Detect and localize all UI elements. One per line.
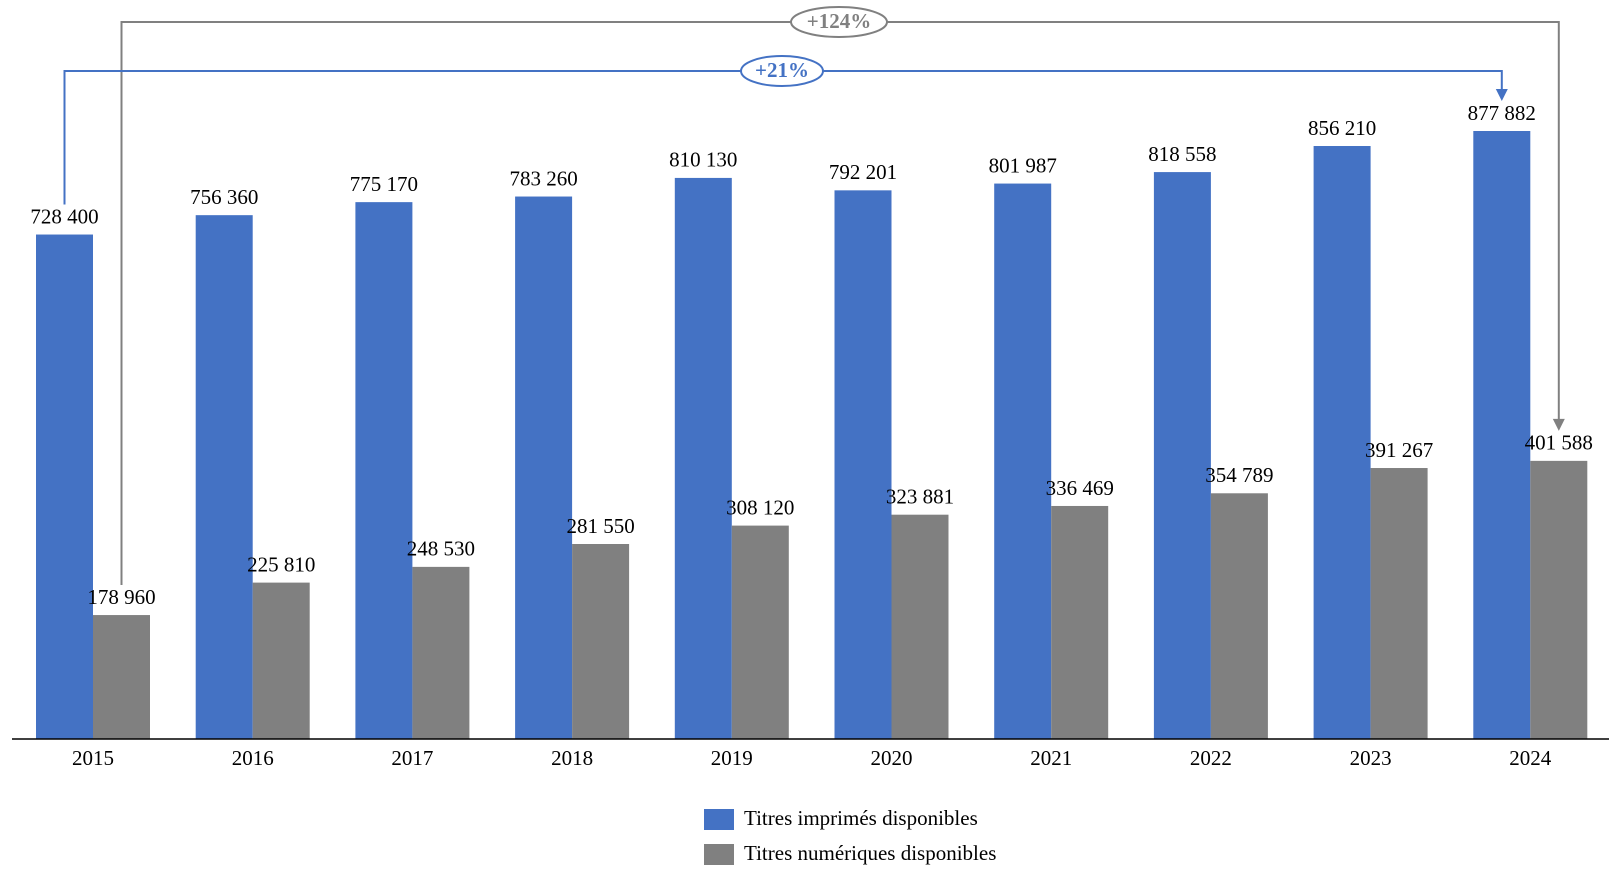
bar <box>1313 146 1371 739</box>
bar <box>412 566 470 739</box>
legend-label: Titres numériques disponibles <box>744 841 996 865</box>
bar <box>1210 493 1268 739</box>
value-label: 775 170 <box>350 172 418 196</box>
x-tick-label: 2018 <box>551 746 593 770</box>
value-label: 323 881 <box>886 485 954 509</box>
value-label: 783 260 <box>509 166 577 190</box>
bar <box>731 525 789 739</box>
value-label: 391 267 <box>1365 438 1433 462</box>
value-label: 178 960 <box>87 585 155 609</box>
annotation-text: +21% <box>755 58 809 82</box>
value-label: 225 810 <box>247 552 315 576</box>
value-label: 401 588 <box>1525 431 1593 455</box>
bar <box>1370 468 1428 739</box>
bar <box>252 582 310 739</box>
value-label: 354 789 <box>1205 463 1273 487</box>
legend-swatch <box>704 844 734 865</box>
annotation-text: +124% <box>807 9 871 33</box>
bar <box>994 183 1052 739</box>
x-tick-label: 2024 <box>1509 746 1552 770</box>
value-label: 801 987 <box>989 153 1057 177</box>
bar <box>834 190 892 740</box>
bar <box>1153 172 1211 740</box>
bar <box>1473 131 1531 739</box>
annotation-badge <box>790 6 888 38</box>
x-tick-label: 2017 <box>391 746 433 770</box>
bar <box>1530 460 1588 739</box>
bar <box>891 514 949 739</box>
value-label: 308 120 <box>726 495 794 519</box>
bar <box>674 177 732 740</box>
x-tick-label: 2022 <box>1190 746 1232 770</box>
value-label: 336 469 <box>1046 476 1114 500</box>
bar <box>572 544 630 739</box>
bar <box>1051 505 1109 739</box>
value-label: 818 558 <box>1148 142 1216 166</box>
x-tick-label: 2015 <box>72 746 114 770</box>
x-tick-label: 2021 <box>1030 746 1072 770</box>
bar <box>36 234 93 739</box>
value-label: 756 360 <box>190 185 258 209</box>
value-label: 281 550 <box>566 514 634 538</box>
x-tick-label: 2023 <box>1350 746 1392 770</box>
value-label: 792 201 <box>829 160 897 184</box>
annotation-arrow <box>63 70 1503 205</box>
x-tick-label: 2020 <box>871 746 913 770</box>
arrow-head <box>1552 418 1565 431</box>
value-label: 856 210 <box>1308 116 1376 140</box>
legend-swatch <box>704 809 734 830</box>
bar <box>515 196 573 739</box>
legend-label: Titres imprimés disponibles <box>744 806 978 830</box>
value-label: 248 530 <box>407 537 475 561</box>
value-label: 728 400 <box>30 204 98 228</box>
arrow-head <box>1495 89 1508 101</box>
value-label: 810 130 <box>669 148 737 172</box>
bar <box>355 202 413 739</box>
x-tick-label: 2019 <box>711 746 753 770</box>
annotation-badge <box>740 55 824 87</box>
x-tick-label: 2016 <box>232 746 274 770</box>
bar <box>93 615 150 739</box>
bar <box>195 215 253 740</box>
value-label: 877 882 <box>1468 101 1536 125</box>
